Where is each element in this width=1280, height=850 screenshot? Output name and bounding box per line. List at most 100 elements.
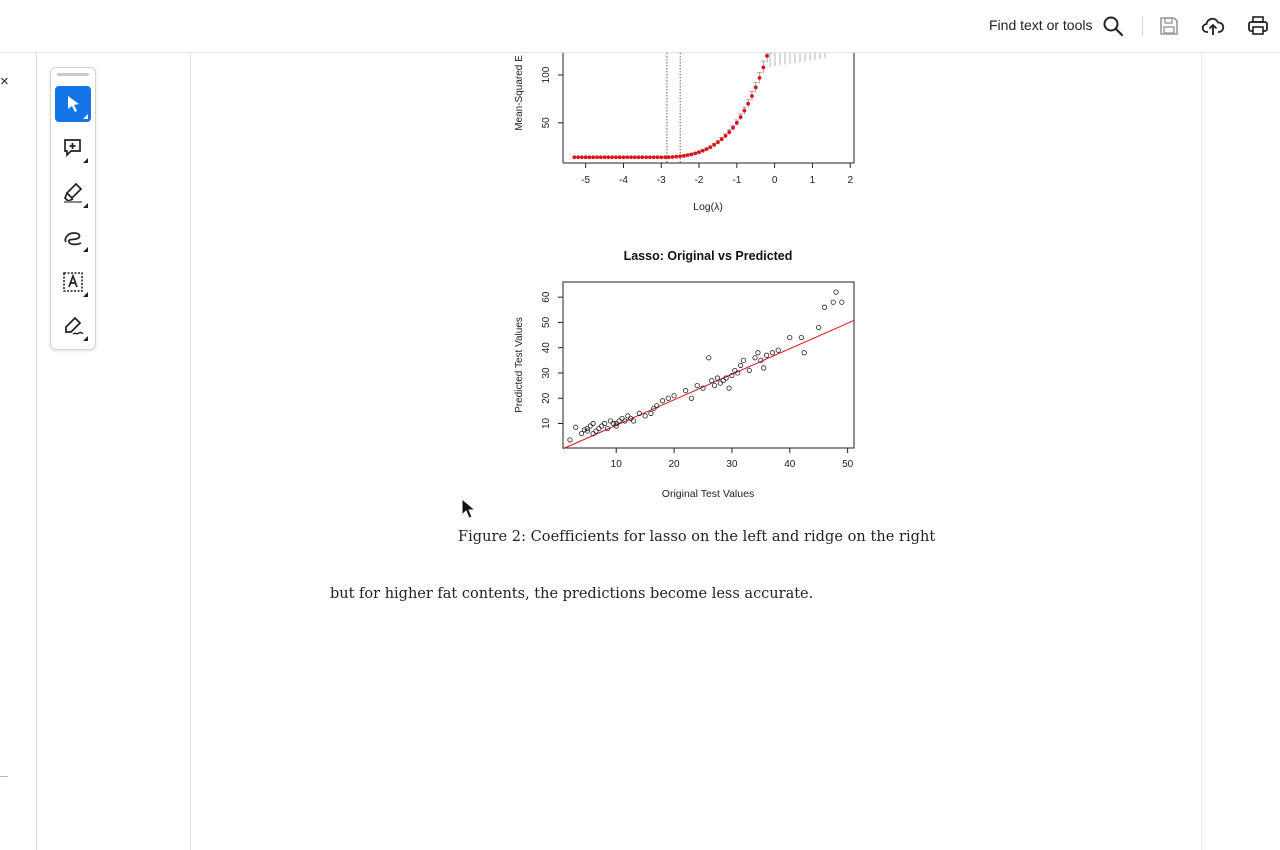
data-point <box>706 355 712 361</box>
data-point <box>622 418 628 424</box>
data-point <box>734 120 739 125</box>
data-point <box>651 155 656 160</box>
right-gutter <box>1201 53 1280 850</box>
data-point <box>619 415 625 422</box>
data-point <box>659 398 666 404</box>
data-point <box>801 350 807 356</box>
data-point <box>723 134 728 138</box>
text-recognition-tool[interactable] <box>55 264 91 300</box>
data-point <box>765 53 769 58</box>
data-point <box>591 155 596 160</box>
data-point <box>723 375 729 381</box>
data-point <box>655 155 660 160</box>
data-point <box>740 357 747 363</box>
data-point <box>769 350 776 356</box>
data-point <box>726 385 732 391</box>
x-tick-label: -4 <box>619 175 628 186</box>
data-point <box>587 155 592 160</box>
highlighter-icon <box>64 182 83 203</box>
data-point <box>694 382 700 389</box>
upload-cloud-icon[interactable] <box>1201 14 1225 38</box>
data-point <box>665 395 671 401</box>
lasso-scatter-chart: Predicted Test Values Original Test Valu… <box>514 281 855 500</box>
x-tick-label: 10 <box>611 459 623 470</box>
data-point <box>598 155 603 160</box>
data-point <box>755 350 761 356</box>
data-point <box>613 423 619 429</box>
data-point <box>735 370 741 376</box>
data-point <box>716 140 720 145</box>
drag-handle[interactable] <box>57 73 89 76</box>
cursor-arrow-icon <box>68 96 79 112</box>
y-tick-label: 30 <box>541 367 552 379</box>
data-point <box>567 437 573 443</box>
data-point <box>798 334 804 341</box>
data-point <box>610 155 615 160</box>
y-tick-label: 60 <box>541 291 552 303</box>
data-point <box>746 367 752 374</box>
draw-tool[interactable] <box>55 219 91 255</box>
data-point <box>602 420 608 427</box>
data-point <box>678 154 683 159</box>
data-point <box>581 427 588 433</box>
data-point <box>636 410 642 416</box>
highlight-tool[interactable] <box>55 175 91 211</box>
x-tick-label: -3 <box>657 175 666 186</box>
x-tick-label: 30 <box>726 459 738 470</box>
y-tick-label: 40 <box>541 342 552 354</box>
save-icon[interactable] <box>1157 14 1181 38</box>
search-icon[interactable] <box>1101 14 1125 38</box>
data-point <box>617 155 622 160</box>
data-point <box>628 415 634 422</box>
data-point <box>595 155 599 160</box>
data-point <box>584 425 590 432</box>
data-point <box>717 380 723 386</box>
data-point <box>616 418 622 424</box>
data-point <box>833 289 839 295</box>
pen-sign-icon <box>65 316 84 335</box>
data-point <box>576 155 581 160</box>
y-tick-label: 20 <box>541 392 552 404</box>
find-text-or-tools-label[interactable]: Find text or tools <box>989 17 1093 33</box>
scatter-title: Lasso: Original vs Predicted <box>623 249 793 263</box>
sign-tool[interactable] <box>55 308 91 344</box>
data-point <box>746 101 751 106</box>
data-point <box>599 423 605 429</box>
data-point <box>711 382 718 389</box>
data-point <box>604 425 611 432</box>
data-point <box>709 377 715 384</box>
data-point <box>578 430 585 437</box>
data-point <box>663 155 667 160</box>
data-point <box>816 324 822 331</box>
data-point <box>830 299 836 305</box>
y-axis-label: Mean-Squared E <box>514 55 525 131</box>
y-tick-label: 100 <box>541 66 552 83</box>
data-point <box>625 155 630 160</box>
fit-line <box>562 319 855 450</box>
print-icon[interactable] <box>1246 14 1270 38</box>
data-point <box>636 155 641 160</box>
plot-frame <box>562 281 855 449</box>
data-point <box>775 347 781 353</box>
data-point <box>708 145 713 150</box>
x-tick-label: 0 <box>772 175 778 186</box>
x-tick-label: -1 <box>732 175 741 186</box>
y-tick-label: 10 <box>541 417 552 429</box>
data-point <box>689 152 694 157</box>
data-point <box>688 395 695 401</box>
data-point <box>596 425 602 432</box>
x-tick-label: -2 <box>695 175 704 186</box>
add-comment-tool[interactable] <box>55 130 91 166</box>
freehand-draw-icon <box>64 232 82 246</box>
select-tool[interactable] <box>55 86 91 122</box>
data-point <box>731 125 735 130</box>
divider <box>0 776 8 777</box>
data-point <box>642 413 648 419</box>
data-point <box>742 108 747 113</box>
data-point <box>654 403 660 409</box>
data-point <box>727 130 732 135</box>
data-point <box>671 393 677 399</box>
data-point <box>704 147 709 152</box>
close-icon[interactable]: × <box>0 73 9 90</box>
data-point <box>648 410 654 416</box>
